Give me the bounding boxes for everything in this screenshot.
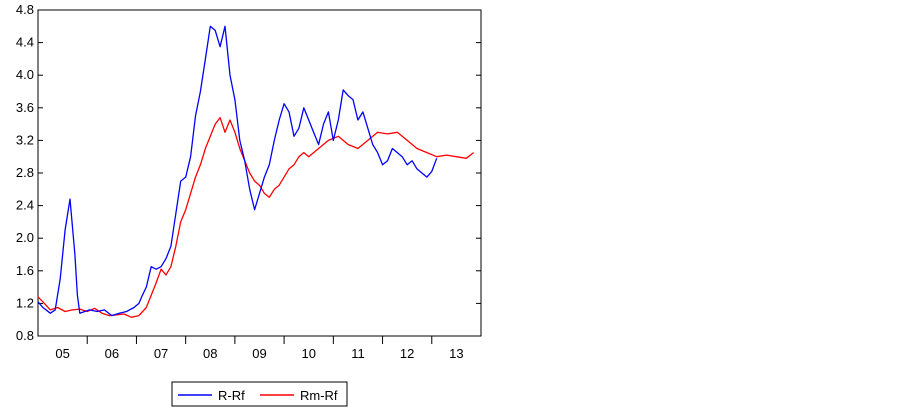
y-tick-label: 1.2 <box>16 295 34 310</box>
y-tick-label: 1.6 <box>16 263 34 278</box>
y-tick-label: 3.2 <box>16 132 34 147</box>
y-axis: 0.8 1.2 1.6 2.0 2.4 2.8 3.2 3.6 4.0 4.4 4.8 <box>16 2 481 343</box>
x-tick-label: 11 <box>351 346 365 361</box>
x-tick-label: 09 <box>252 346 266 361</box>
x-tick-label: 12 <box>400 346 414 361</box>
y-tick-label: 4.8 <box>16 2 34 17</box>
plot-frame <box>37 9 482 337</box>
x-tick-label: 13 <box>449 346 463 361</box>
y-tick-label: 0.8 <box>16 328 34 343</box>
y-tick-label: 3.6 <box>16 100 34 115</box>
x-tick-label: 10 <box>301 346 315 361</box>
y-tick-label: 2.0 <box>16 230 34 245</box>
x-axis: 05 06 07 08 09 10 11 12 13 <box>55 336 464 361</box>
y-tick-label: 2.8 <box>16 165 34 180</box>
legend-box <box>171 381 348 407</box>
legend-label-rm-rf: Rm-Rf <box>300 388 338 403</box>
series-line-r-rf <box>37 25 438 317</box>
x-tick-label: 05 <box>55 346 69 361</box>
y-tick-label: 4.4 <box>16 35 34 50</box>
x-tick-label: 08 <box>203 346 217 361</box>
x-tick-label: 07 <box>154 346 168 361</box>
y-tick-label: 4.0 <box>16 67 34 82</box>
legend: R-Rf Rm-Rf <box>171 381 348 407</box>
x-tick-label: 06 <box>105 346 119 361</box>
legend-label-r-rf: R-Rf <box>218 388 245 403</box>
series-layer <box>37 25 474 318</box>
y-tick-label: 2.4 <box>16 198 34 213</box>
